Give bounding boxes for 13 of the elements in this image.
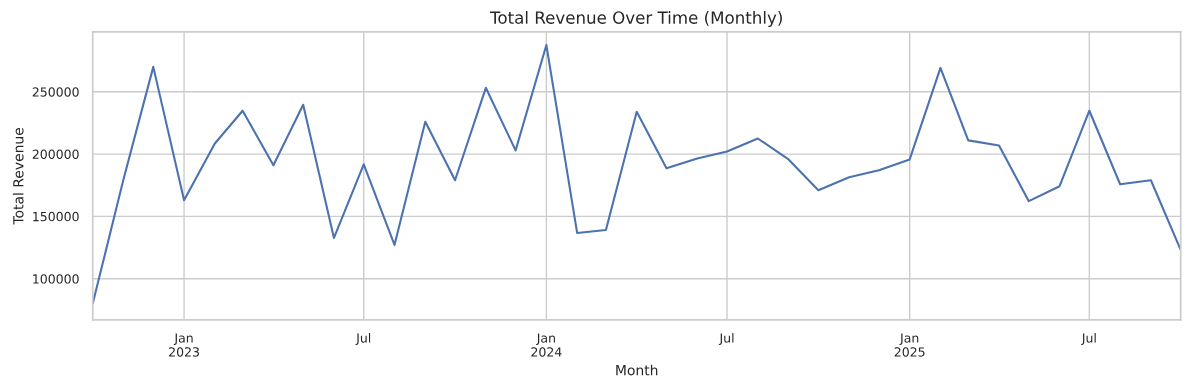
y-tick-label: 250000 xyxy=(32,87,79,97)
chart-title: Total Revenue Over Time (Monthly) xyxy=(490,10,782,28)
y-tick-label: 200000 xyxy=(32,149,79,160)
x-tick-label: Jan 2024 xyxy=(531,333,562,357)
y-axis-title: Total Revenue xyxy=(12,127,24,225)
x-tick-label: Jul xyxy=(1081,332,1096,345)
x-tick-label: Jul xyxy=(718,332,734,345)
y-tick-label: 100000 xyxy=(33,274,79,284)
x-tick-label: Jan 2025 xyxy=(894,333,925,357)
x-tick-label: Jul xyxy=(355,332,371,345)
y-tick-label: 150000 xyxy=(33,211,79,222)
x-axis-title: Month xyxy=(616,364,658,376)
x-tick-label: Jan 2023 xyxy=(169,333,199,357)
